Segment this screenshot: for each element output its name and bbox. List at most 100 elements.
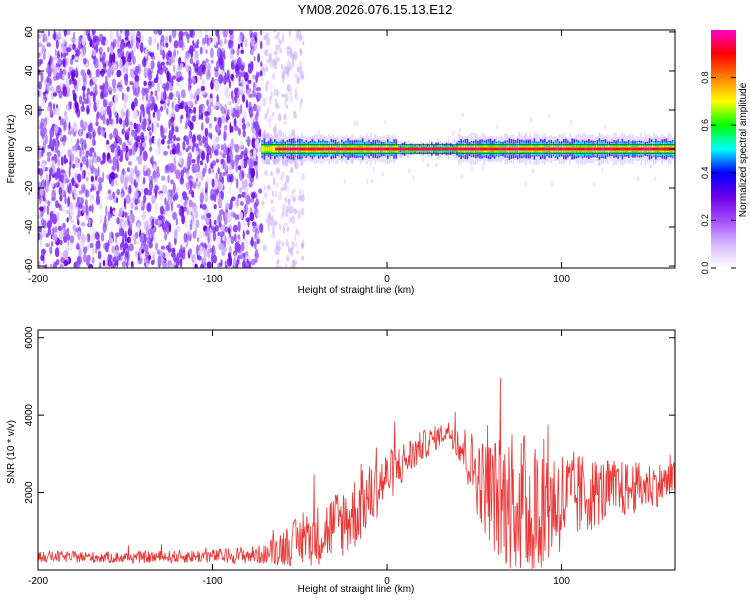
noise-speckle (57, 158, 60, 167)
noise-speckle (215, 30, 219, 37)
noise-speckle (125, 68, 128, 74)
noise-speckle (159, 193, 164, 197)
noise-speckle-faint (266, 159, 271, 165)
noise-speckle (83, 98, 89, 105)
snr-xtick-label: 0 (384, 576, 390, 587)
noise-speckle (90, 164, 93, 169)
noise-speckle-faint (271, 190, 275, 197)
noise-speckle (95, 240, 101, 250)
noise-speckle (151, 218, 155, 230)
noise-speckle (93, 167, 97, 173)
noise-speckle (119, 43, 125, 50)
noise-speckle (153, 52, 159, 61)
noise-speckle (225, 30, 229, 35)
noise-speckle (109, 90, 112, 95)
noise-speckle (206, 62, 211, 73)
noise-speckle (256, 71, 260, 78)
noise-speckle (230, 47, 234, 55)
snr-ytick-label: 4000 (24, 404, 35, 427)
noise-speckle (88, 152, 93, 157)
noise-speckle (253, 81, 256, 91)
noise-speckle (117, 86, 123, 92)
noise-speckle (249, 48, 254, 56)
noise-speckle (222, 158, 225, 170)
noise-speckle (149, 136, 153, 147)
noise-speckle (216, 233, 221, 244)
band-peak-dot (296, 147, 299, 151)
noise-speckle (134, 190, 139, 199)
band-cell (267, 146, 270, 152)
noise-speckle (242, 218, 246, 227)
noise-speckle-faint (274, 123, 277, 128)
noise-speckle (178, 156, 182, 164)
noise-speckle (200, 214, 206, 220)
noise-speckle (134, 127, 138, 136)
band-peak-dot (610, 147, 613, 151)
noise-speckle-faint (278, 239, 281, 246)
noise-speckle (113, 102, 116, 112)
noise-speckle (59, 230, 63, 240)
noise-speckle (204, 137, 207, 143)
noise-speckle (78, 77, 81, 83)
noise-speckle (124, 129, 130, 137)
noise-speckle (109, 30, 114, 42)
noise-speckle (119, 119, 123, 125)
noise-speckle (102, 113, 106, 125)
noise-speckle (86, 68, 91, 76)
noise-speckle (109, 52, 113, 63)
noise-speckle (178, 39, 184, 49)
noise-speckle (62, 52, 67, 58)
noise-speckle (93, 179, 98, 191)
band-peak-dot (584, 147, 587, 151)
noise-speckle (152, 251, 155, 260)
noise-speckle (193, 114, 197, 122)
noise-speckle (187, 229, 192, 236)
noise-speckle (70, 138, 73, 144)
noise-speckle-faint (288, 246, 291, 253)
noise-speckle (206, 249, 211, 259)
noise-speckle-faint (267, 220, 271, 228)
noise-speckle (38, 220, 42, 228)
noise-speckle (202, 43, 205, 51)
noise-speckle (153, 136, 156, 146)
noise-speckle (165, 252, 171, 260)
noise-speckle (190, 211, 193, 216)
noise-speckle-faint (263, 35, 267, 40)
noise-speckle (141, 213, 147, 220)
noise-speckle (229, 198, 233, 210)
spectrogram-ytick-label: 40 (24, 65, 35, 77)
noise-speckle (134, 205, 139, 211)
noise-speckle (189, 30, 194, 38)
noise-speckle-faint (286, 47, 290, 55)
noise-speckle (238, 170, 244, 181)
noise-speckle (75, 183, 79, 189)
noise-speckle (131, 145, 136, 156)
noise-speckle (115, 265, 118, 268)
noise-speckle (106, 105, 112, 114)
noise-speckle (122, 55, 127, 64)
noise-speckle (176, 252, 180, 261)
noise-speckle (88, 99, 92, 108)
band-peak-dot (409, 147, 413, 151)
noise-speckle (208, 38, 212, 45)
noise-speckle (179, 76, 184, 81)
noise-speckle-faint (274, 182, 279, 188)
noise-speckle (46, 151, 52, 157)
noise-speckle (130, 135, 134, 144)
noise-speckle (51, 138, 57, 147)
noise-speckle-faint (297, 195, 302, 201)
noise-speckle (66, 57, 69, 66)
band-peak-dot (642, 147, 645, 151)
noise-speckle (169, 149, 173, 156)
noise-speckle (173, 195, 176, 202)
noise-speckle-faint (288, 66, 292, 71)
noise-speckle-sparse (658, 136, 661, 142)
noise-speckle-faint (268, 122, 272, 128)
noise-speckle (142, 240, 147, 246)
noise-speckle (199, 245, 203, 253)
band-peak-dot (429, 147, 433, 151)
noise-speckle (117, 48, 123, 53)
noise-speckle (189, 223, 193, 231)
noise-speckle (237, 255, 240, 266)
noise-speckle (60, 155, 64, 167)
